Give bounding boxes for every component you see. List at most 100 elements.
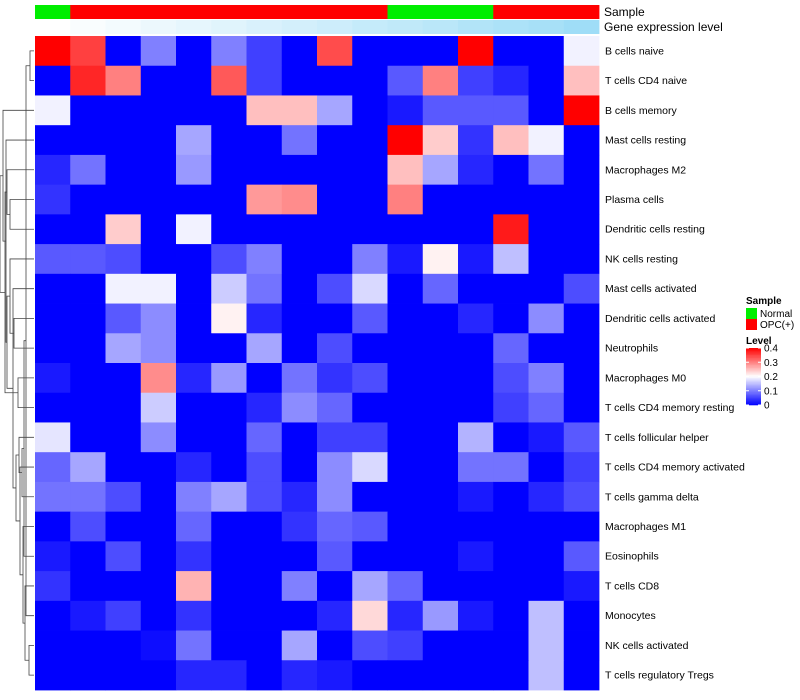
heatmap-cell-nk-cells-resting: [246, 244, 283, 275]
heatmap-cell-nk-cells-activated: [317, 630, 353, 661]
heatmap-cell-eosinophils: [387, 541, 424, 572]
heatmap-cell-mast-cells-resting: [422, 125, 459, 156]
heatmap-cell-nk-cells-activated: [458, 630, 494, 661]
heatmap-cell-t-cells-cd4-memory-activated: [246, 452, 283, 483]
row-label-dendritic-cells-activated: Dendritic cells activated: [605, 313, 715, 325]
legend-gradient-step: [746, 373, 761, 376]
heatmap-cell-dendritic-cells-activated: [493, 303, 529, 334]
heatmap-cell-mast-cells-activated: [70, 273, 106, 304]
heatmap-cell-monocytes: [458, 600, 494, 631]
heatmap-cell-t-cells-follicular-helper: [105, 422, 142, 453]
heatmap-cell-plasma-cells: [105, 184, 142, 215]
dendrogram-branch: [28, 645, 34, 676]
row-dendrogram: [0, 50, 34, 676]
heatmap-cell-nk-cells-resting: [317, 244, 353, 275]
heatmap-cell-dendritic-cells-activated: [317, 303, 353, 334]
heatmap-cell-eosinophils: [176, 541, 212, 572]
heatmap-cell-t-cells-follicular-helper: [528, 422, 565, 453]
heatmap-cell-mast-cells-activated: [211, 273, 247, 304]
heatmap-cell-nk-cells-activated: [211, 630, 247, 661]
expression-annotation-bar: [35, 20, 600, 34]
legend-gradient-step: [746, 376, 761, 379]
heatmap-cell-macrophages-m1: [281, 511, 318, 542]
heatmap-cell-macrophages-m0: [493, 363, 529, 394]
heatmap-cell-dendritic-cells-resting: [458, 214, 494, 245]
heatmap-cell-mast-cells-activated: [246, 273, 283, 304]
heatmap-cell-t-cells-follicular-helper: [563, 422, 600, 453]
heatmap-cell-macrophages-m2: [493, 154, 529, 186]
heatmap-cell-t-cells-regulatory-tregs: [458, 660, 494, 691]
row-label-t-cells-follicular-helper: T cells follicular helper: [605, 432, 709, 444]
heatmap-cell-b-cells-naive: [281, 36, 318, 67]
heatmap-cell-b-cells-naive: [458, 36, 494, 67]
heatmap-cell-b-cells-memory: [211, 95, 247, 126]
heatmap-cell-monocytes: [176, 600, 212, 631]
expression-annotation-cell: [281, 20, 318, 34]
heatmap-cell-b-cells-naive: [176, 36, 212, 67]
heatmap-cell-t-cells-gamma-delta: [422, 481, 459, 513]
heatmap-cell-b-cells-naive: [528, 36, 565, 67]
legend-gradient-step: [746, 392, 761, 394]
heatmap-cell-neutrophils: [563, 333, 600, 364]
heatmap-cell-plasma-cells: [176, 184, 212, 215]
heatmap-cell-mast-cells-resting: [140, 125, 177, 156]
row-label-t-cells-cd4-memory-activated: T cells CD4 memory activated: [605, 462, 745, 474]
heatmap-cell-neutrophils: [493, 333, 529, 364]
heatmap-cell-mast-cells-resting: [70, 125, 106, 156]
heatmap-cell-t-cells-follicular-helper: [176, 422, 212, 453]
heatmap-cell-t-cells-follicular-helper: [387, 422, 424, 453]
heatmap-cell-t-cells-cd4-naive: [281, 65, 318, 96]
legend-ticks: 0.4 0.3 0.2 0.1 0: [746, 344, 778, 412]
heatmap-cell-b-cells-naive: [246, 36, 283, 67]
legend-level-title: Level: [746, 336, 772, 347]
heatmap-cell-eosinophils: [140, 541, 177, 572]
heatmap-cell-macrophages-m2: [528, 154, 565, 186]
heatmap-cell-monocytes: [563, 600, 600, 631]
heatmap-cell-t-cells-cd4-naive: [317, 65, 353, 96]
heatmap-cell-neutrophils: [140, 333, 177, 364]
legend-tick-label: 0.3: [764, 358, 778, 369]
legend-gradient-step: [746, 353, 761, 356]
heatmap-cell-nk-cells-activated: [176, 630, 212, 661]
heatmap-cell-macrophages-m0: [70, 363, 106, 394]
heatmap-cell-eosinophils: [458, 541, 494, 572]
legend-gradient-step: [746, 355, 761, 357]
heatmap-cell-b-cells-memory: [528, 95, 565, 126]
sample-annotation-cell: [211, 5, 247, 19]
legend-gradient-step: [746, 356, 761, 359]
heatmap-cell-nk-cells-resting: [281, 244, 318, 275]
heatmap-cell-macrophages-m1: [140, 511, 177, 542]
heatmap-cell-neutrophils: [387, 333, 424, 364]
legend-gradient-step: [746, 370, 761, 373]
heatmap-cell-dendritic-cells-activated: [352, 303, 388, 334]
heatmap-cell-t-cells-cd4-memory-resting: [176, 392, 212, 423]
heatmap-cell-dendritic-cells-activated: [176, 303, 212, 334]
heatmap-cell-t-cells-follicular-helper: [281, 422, 318, 453]
heatmap-cell-dendritic-cells-activated: [70, 303, 106, 334]
heatmap-cell-t-cells-cd4-memory-activated: [458, 452, 494, 483]
heatmap-cell-b-cells-memory: [70, 95, 106, 126]
heatmap-cell-macrophages-m0: [281, 363, 318, 394]
legend-gradient-step: [746, 352, 761, 354]
heatmap-cell-monocytes: [35, 600, 71, 631]
heatmap-cell-nk-cells-resting: [140, 244, 177, 275]
heatmap-cell-dendritic-cells-activated: [105, 303, 142, 334]
expression-annotation-cell: [493, 20, 529, 34]
heatmap-cell-macrophages-m1: [422, 511, 459, 542]
heatmap-cell-t-cells-cd8: [352, 571, 388, 602]
heatmap-cell-nk-cells-activated: [70, 630, 106, 661]
heatmap-cell-neutrophils: [281, 333, 318, 364]
heatmap-cell-plasma-cells: [563, 184, 600, 215]
heatmap-cell-plasma-cells: [458, 184, 494, 215]
heatmap-cell-t-cells-regulatory-tregs: [246, 660, 283, 691]
legend-gradient-step: [746, 372, 761, 374]
heatmap-cell-monocytes: [528, 600, 565, 631]
dendrogram-branch: [0, 175, 5, 293]
heatmap-cell-macrophages-m0: [528, 363, 565, 394]
heatmap-cell-mast-cells-resting: [317, 125, 353, 156]
heatmap-cell-plasma-cells: [35, 184, 71, 215]
legend-sample-title: Sample: [746, 296, 782, 307]
dendrogram-branch: [23, 340, 34, 557]
legend-gradient-step: [746, 366, 761, 369]
heatmap-cell-t-cells-follicular-helper: [422, 422, 459, 453]
